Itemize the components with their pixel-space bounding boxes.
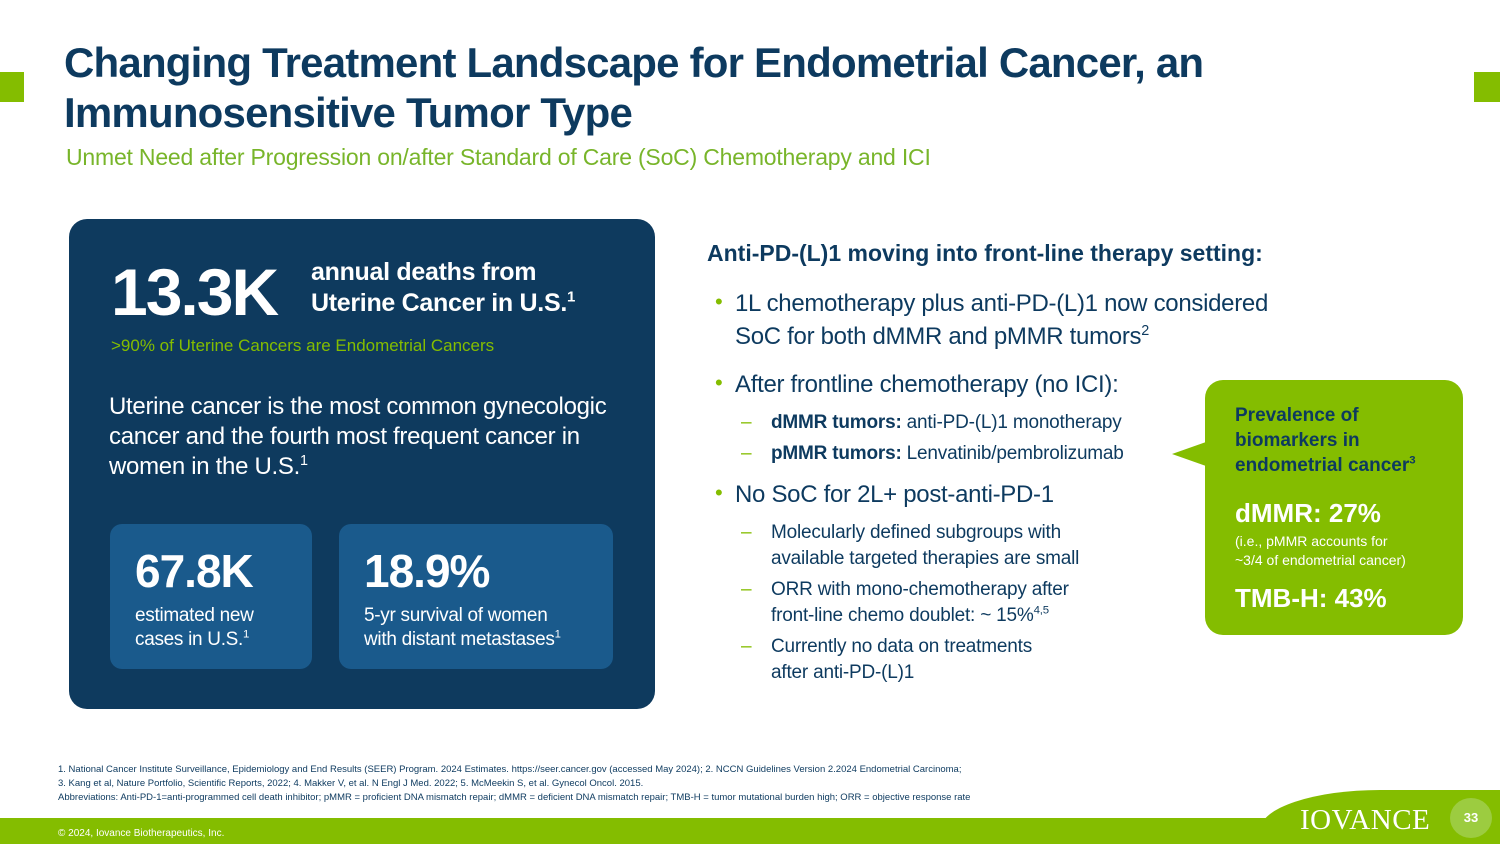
page-number: 33 bbox=[1450, 798, 1492, 838]
sub-dmmr: – dMMR tumors: anti-PD-(L)1 monotherapy bbox=[741, 410, 1122, 436]
dash-icon: – bbox=[741, 443, 752, 464]
survival-label: 5-yr survival of women with distant meta… bbox=[364, 605, 561, 650]
dash-icon: – bbox=[741, 412, 752, 433]
survival-value: 18.9% bbox=[364, 545, 490, 597]
therapy-heading: Anti-PD-(L)1 moving into front-line ther… bbox=[707, 240, 1263, 266]
annual-deaths-stat: 13.3K bbox=[111, 255, 279, 329]
bullet-dot-icon: • bbox=[715, 480, 723, 505]
copyright: © 2024, Iovance Biotherapeutics, Inc. bbox=[58, 828, 225, 839]
pmmr-note: (i.e., pMMR accounts for ~3/4 of endomet… bbox=[1235, 533, 1406, 568]
sub-subgroups: – Molecularly defined subgroups with avai… bbox=[741, 522, 1080, 569]
left-accent-bar bbox=[0, 72, 24, 102]
dmmr-stat: dMMR: 27% bbox=[1235, 498, 1381, 528]
callout-heading: Prevalence of biomarkers in endometrial … bbox=[1235, 405, 1416, 476]
uterine-cancer-description: Uterine cancer is the most common gyneco… bbox=[109, 393, 607, 480]
dash-icon: – bbox=[741, 522, 752, 543]
slide-subtitle: Unmet Need after Progression on/after St… bbox=[66, 144, 931, 170]
callout-pointer-icon bbox=[1172, 442, 1206, 466]
bullet-frontline: • 1L chemotherapy plus anti-PD-(L)1 now … bbox=[707, 287, 1268, 353]
biomarker-callout: Prevalence of biomarkers in endometrial … bbox=[1205, 380, 1463, 635]
therapy-setting-section: Anti-PD-(L)1 moving into front-line ther… bbox=[707, 240, 1347, 683]
sub-no-data: – Currently no data on treatments after a… bbox=[741, 636, 1032, 683]
new-cases-box: 67.8K estimated new cases in U.S.1 bbox=[110, 524, 312, 669]
statistics-panel: 13.3K annual deaths from Uterine Cancer … bbox=[69, 219, 655, 709]
right-accent-bar bbox=[1474, 72, 1500, 102]
sub-pmmr: – pMMR tumors: Lenvatinib/pembrolizumab bbox=[741, 441, 1124, 467]
bullet-dot-icon: • bbox=[715, 289, 723, 314]
new-cases-label: estimated new cases in U.S.1 bbox=[135, 605, 254, 650]
slide-title: Changing Treatment Landscape for Endomet… bbox=[64, 39, 1204, 136]
tmb-h-stat: TMB-H: 43% bbox=[1235, 583, 1387, 613]
survival-box: 18.9% 5-yr survival of women with distan… bbox=[339, 524, 613, 669]
endometrial-share-note: >90% of Uterine Cancers are Endometrial … bbox=[111, 336, 495, 355]
sub-orr: – ORR with mono-chemotherapy after front-… bbox=[741, 579, 1069, 626]
bullet-after-frontline: • After frontline chemotherapy (no ICI): bbox=[707, 368, 1119, 401]
dash-icon: – bbox=[741, 636, 752, 657]
dash-icon: – bbox=[741, 579, 752, 600]
bullet-dot-icon: • bbox=[715, 370, 723, 395]
iovance-logo: IOVANCE bbox=[1300, 804, 1431, 836]
footer-bar bbox=[0, 818, 1500, 844]
annual-deaths-label: annual deaths from Uterine Cancer in U.S… bbox=[311, 258, 576, 317]
footnotes: 1. National Cancer Institute Surveillanc… bbox=[58, 764, 971, 803]
bullet-no-soc: • No SoC for 2L+ post-anti-PD-1 bbox=[707, 478, 1054, 511]
new-cases-value: 67.8K bbox=[135, 545, 254, 597]
